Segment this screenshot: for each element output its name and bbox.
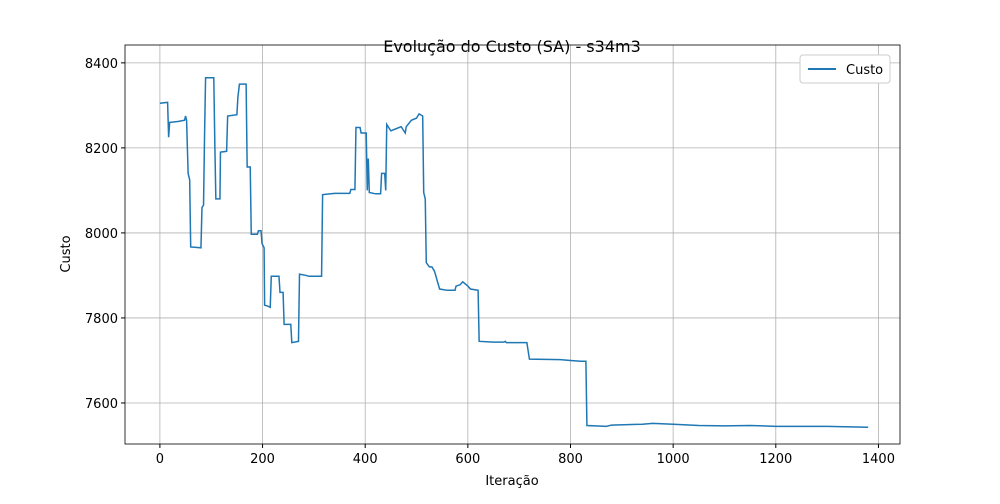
legend-label: Custo [846, 63, 883, 78]
y-tick-label: 8400 [85, 57, 118, 72]
x-tick-label: 1400 [862, 452, 895, 467]
x-tick-label: 400 [353, 452, 378, 467]
y-tick-label: 7600 [85, 397, 118, 412]
y-axis-label: Custo [59, 235, 74, 272]
x-tick-label: 1000 [657, 452, 690, 467]
y-tick-label: 8000 [85, 227, 118, 242]
y-tick-label: 8200 [85, 142, 118, 157]
x-axis-label: Iteração [485, 474, 538, 489]
chart-title: Evolução do Custo (SA) - s34m3 [383, 37, 641, 56]
x-tick-label: 600 [455, 452, 480, 467]
x-tick-label: 0 [156, 452, 164, 467]
plot-frame [124, 44, 901, 445]
y-tick-label: 7800 [85, 312, 118, 327]
x-tick-label: 1200 [759, 452, 792, 467]
x-tick-label: 800 [558, 452, 583, 467]
legend-box [799, 54, 891, 84]
x-tick-label: 200 [250, 452, 275, 467]
data-line [159, 76, 869, 428]
